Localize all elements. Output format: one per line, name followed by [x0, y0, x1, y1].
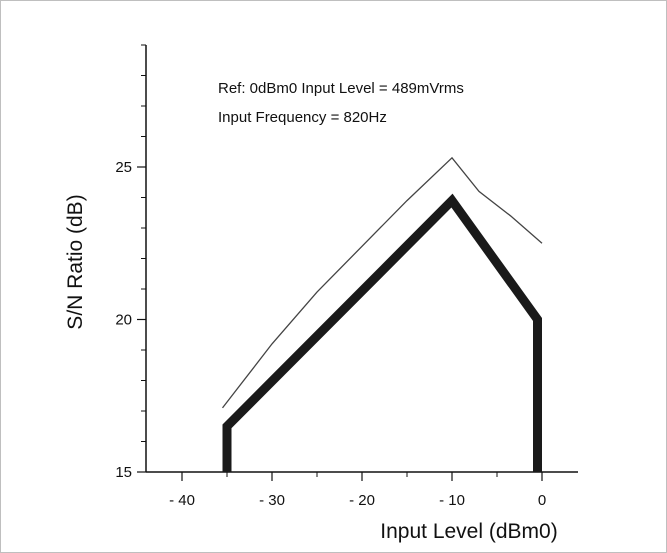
x-axis-title: Input Level (dBm0)	[380, 520, 557, 543]
y-tick-label: 20	[115, 312, 132, 329]
major-ticks	[137, 166, 543, 481]
x-tick-label: 0	[538, 492, 546, 509]
y-axis-title: S/N Ratio (dB)	[64, 194, 87, 329]
annotation-ref-level: Ref: 0dBm0 Input Level = 489mVrms	[218, 80, 464, 97]
minor-ticks	[141, 44, 498, 477]
annotation-input-frequency: Input Frequency = 820Hz	[218, 109, 387, 126]
y-tick-label: 25	[115, 159, 132, 176]
x-tick-label: - 40	[169, 492, 195, 509]
series-line-typical	[221, 156, 543, 409]
series-layer	[221, 156, 543, 472]
x-tick-label: - 30	[259, 492, 285, 509]
tick-labels: 15 20 25 - 40 - 30 - 20 - 10 0	[115, 159, 546, 509]
x-tick-label: - 20	[349, 492, 375, 509]
y-tick-label: 15	[115, 464, 132, 481]
series-line-minimum	[222, 193, 542, 472]
x-tick-label: - 10	[439, 492, 465, 509]
